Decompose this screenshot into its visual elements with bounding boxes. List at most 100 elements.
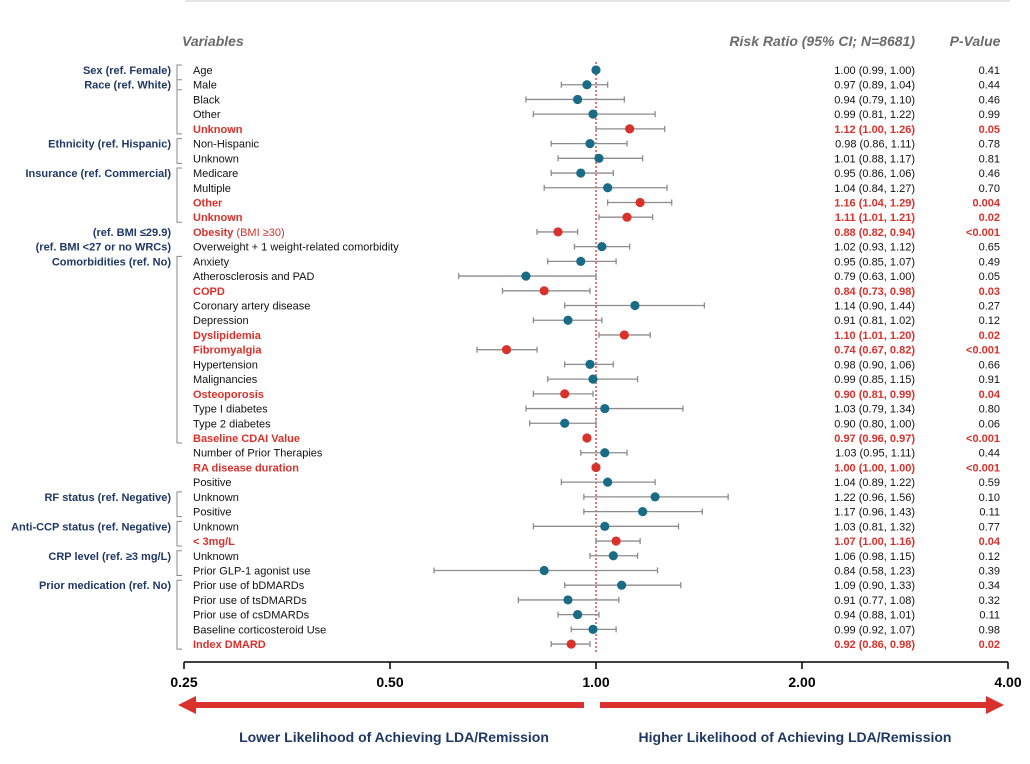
tick-label: 0.50 — [376, 674, 403, 690]
point-estimate — [563, 315, 573, 325]
group-bracket — [176, 255, 182, 444]
p-value: 0.44 — [979, 448, 1000, 460]
variable-label: Medicare — [193, 168, 238, 180]
group-label: Race (ref. White) — [84, 80, 171, 92]
point-estimate — [650, 492, 660, 502]
variable-label: Coronary artery disease — [193, 301, 310, 313]
variable-label: Unknown — [193, 521, 239, 533]
variable-label: Anxiety — [193, 256, 230, 268]
risk-ratio-value: 1.03 (0.95, 1.11) — [835, 448, 915, 460]
p-value: 0.39 — [979, 565, 1000, 577]
variable-label: Unknown — [193, 551, 239, 563]
group-label: Prior medication (ref. No) — [39, 580, 171, 592]
variable-label: Prior GLP-1 agonist use — [193, 565, 310, 577]
point-estimate — [600, 448, 610, 458]
point-estimate — [594, 153, 604, 163]
p-value: 0.77 — [979, 521, 1000, 533]
variable-label: RA disease duration — [193, 462, 299, 474]
point-estimate — [566, 639, 576, 649]
p-value-header: P-Value — [950, 33, 1001, 49]
point-estimate — [588, 624, 598, 634]
p-value: 0.02 — [979, 330, 1000, 342]
risk-ratio-value: 0.97 (0.89, 1.04) — [834, 80, 915, 92]
risk-ratio-value: 0.90 (0.81, 0.99) — [834, 389, 915, 401]
point-estimate — [619, 330, 629, 340]
p-value: 0.10 — [979, 492, 1000, 504]
risk-ratio-value: 0.74 (0.67, 0.82) — [834, 345, 915, 357]
point-estimate — [638, 507, 648, 517]
variable-labels: Age Male Black Other Unknown Non-Hispanic Unkn… — [193, 65, 399, 651]
variable-label: Dyslipidemia — [193, 330, 262, 342]
variable-label: Baseline CDAI Value — [193, 433, 300, 445]
risk-ratio-value: 1.06 (0.98, 1.15) — [834, 551, 915, 563]
group-label: Anti-CCP status (ref. Negative) — [11, 521, 171, 533]
group-bracket — [176, 64, 182, 91]
point-estimate — [560, 389, 570, 399]
p-value: 0.80 — [979, 404, 1000, 416]
point-estimate — [630, 300, 640, 311]
variable-label: Unknown — [193, 212, 243, 224]
group-bracket — [176, 79, 182, 135]
point-estimate — [635, 197, 645, 208]
variable-label: Positive — [193, 477, 232, 489]
p-value: <0.001 — [966, 345, 1000, 357]
group-label: Ethnicity (ref. Hispanic) — [48, 139, 171, 151]
variable-label: Index DMARD — [193, 639, 266, 651]
point-estimate — [625, 124, 635, 134]
p-value: 0.70 — [979, 183, 1000, 195]
point-estimate — [611, 536, 621, 546]
p-value: 0.04 — [979, 536, 1001, 548]
variable-label: Multiple — [193, 183, 231, 195]
point-estimate — [573, 610, 583, 620]
p-value: 0.05 — [979, 124, 1000, 136]
p-value: 0.46 — [979, 94, 1000, 106]
point-estimate — [588, 109, 598, 119]
group-brackets — [176, 64, 182, 650]
risk-ratio-column: 1.00 (0.99, 1.00) 0.97 (0.89, 1.04) 0.94 (… — [834, 65, 915, 651]
variable-label: Prior use of tsDMARDs — [193, 595, 307, 607]
p-value: 0.81 — [979, 153, 1000, 165]
point-estimate — [576, 168, 586, 178]
higher-likelihood-label: Higher Likelihood of Achieving LDA/Remis… — [639, 729, 952, 745]
risk-ratio-value: 1.03 (0.81, 1.32) — [834, 521, 915, 533]
p-value: 0.004 — [972, 197, 1000, 209]
p-value: 0.12 — [979, 551, 1000, 563]
risk-ratio-value: 0.94 (0.79, 1.10) — [834, 94, 915, 106]
point-estimate — [591, 65, 601, 75]
variable-label: Atherosclerosis and PAD — [193, 271, 315, 283]
p-value: 0.49 — [979, 256, 1000, 268]
variable-label: Hypertension — [193, 359, 258, 371]
p-value: 0.59 — [979, 477, 1000, 489]
variable-label-suffix: (BMI ≥30) — [233, 227, 284, 239]
risk-ratio-value: 0.91 (0.77, 1.08) — [834, 595, 915, 607]
x-axis: 0.25 0.50 1.00 2.00 4.00 — [170, 661, 1022, 690]
variable-label: Fibromyalgia — [193, 345, 262, 357]
p-value: 0.34 — [979, 580, 1000, 592]
tick-label: 4.00 — [994, 674, 1021, 690]
risk-ratio-value: 0.95 (0.85, 1.07) — [834, 256, 915, 268]
variable-label: Type 2 diabetes — [193, 418, 271, 430]
p-value: 0.66 — [979, 359, 1000, 371]
lower-likelihood-arrow — [178, 696, 584, 714]
group-label: Insurance (ref. Commercial) — [26, 168, 172, 180]
risk-ratio-value: 0.92 (0.86, 0.98) — [834, 639, 915, 651]
risk-ratio-value: 0.88 (0.82, 0.94) — [834, 227, 915, 239]
tick-label: 0.25 — [170, 674, 197, 690]
p-value: <0.001 — [966, 433, 1000, 445]
variable-label: < 3mg/L — [193, 536, 235, 548]
point-estimate — [603, 183, 613, 193]
group-bracket — [176, 491, 182, 518]
risk-ratio-value: 1.11 (1.01, 1.21) — [835, 212, 915, 224]
variable-label: Prior use of bDMARDs — [193, 580, 305, 592]
variables-header: Variables — [182, 33, 244, 49]
group-bracket — [176, 550, 182, 576]
point-estimate — [563, 595, 573, 605]
risk-ratio-value: 1.09 (0.90, 1.33) — [834, 580, 915, 592]
variable-label: Other — [193, 109, 221, 121]
p-value: 0.99 — [979, 109, 1000, 121]
tick-label: 2.00 — [788, 674, 815, 690]
group-bracket — [176, 138, 182, 164]
point-estimate — [585, 359, 595, 369]
point-estimate — [600, 403, 610, 414]
